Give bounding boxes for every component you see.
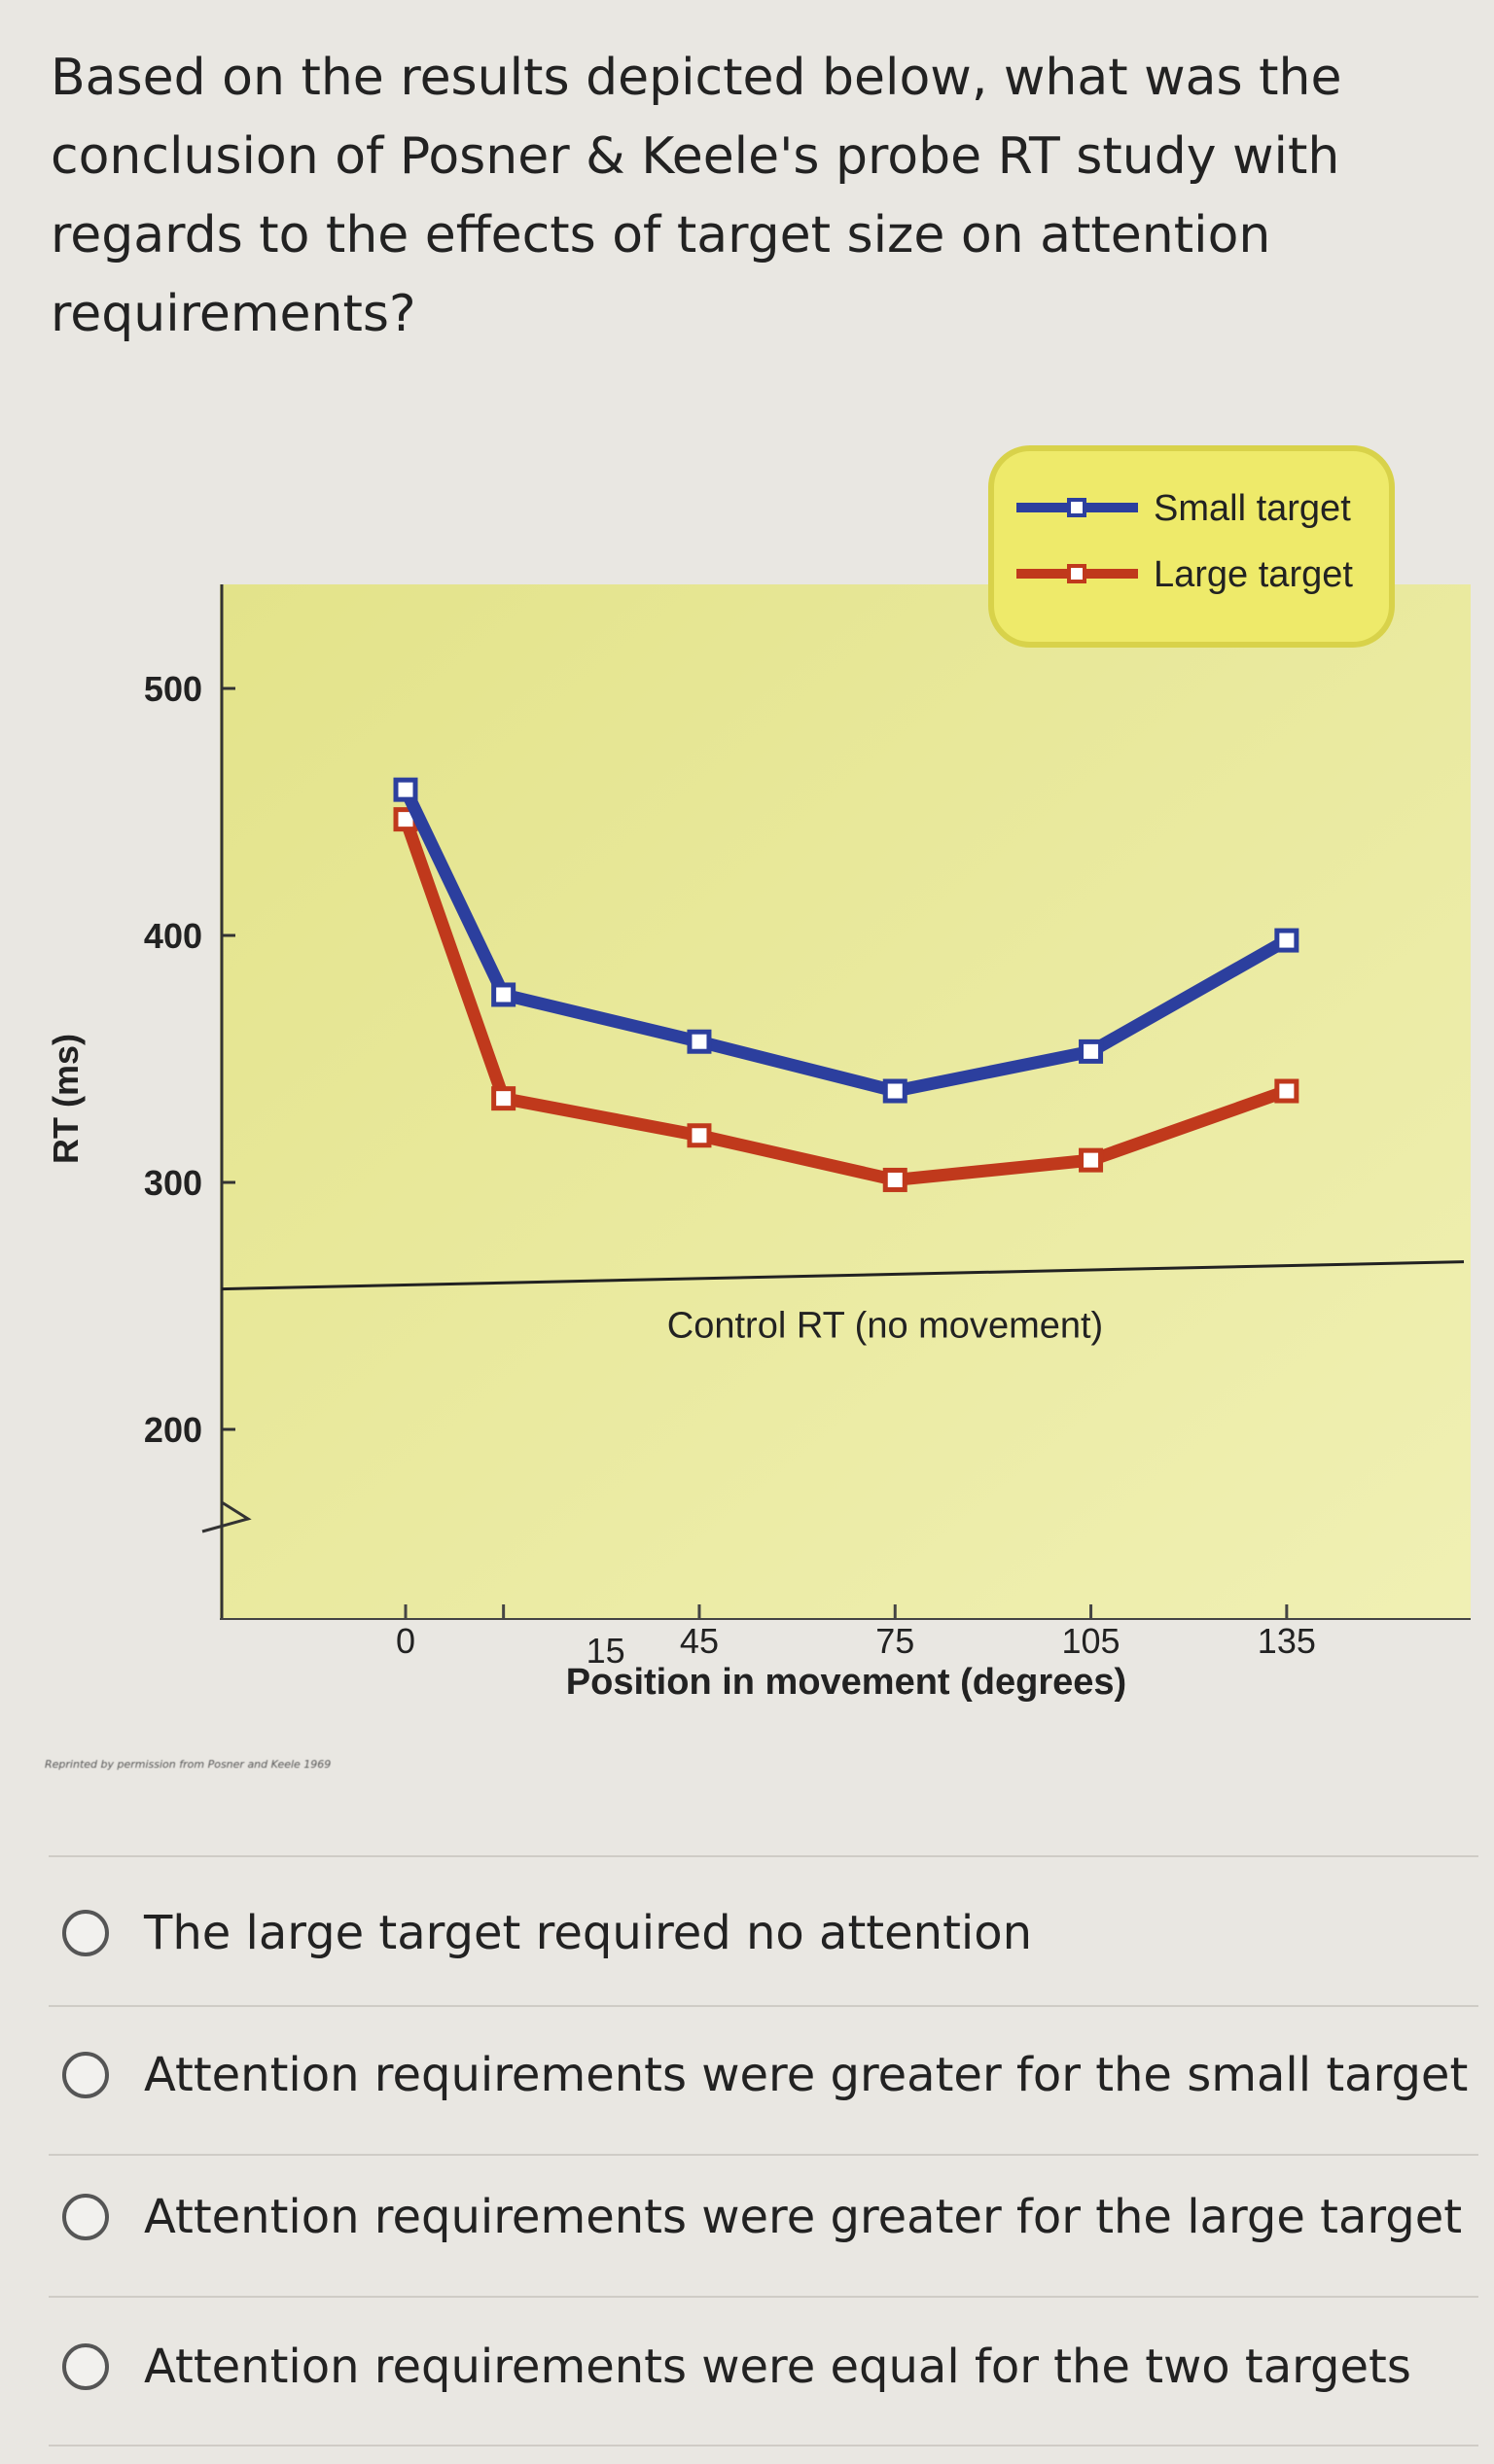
data-point: [882, 1078, 907, 1104]
legend: Small target Large target: [988, 445, 1395, 648]
x-tick-label: 15: [587, 1631, 625, 1671]
option-label: Attention requirements were equal for th…: [144, 2340, 1411, 2394]
option-label: Attention requirements were greater for …: [144, 2048, 1469, 2102]
divider: [49, 2154, 1478, 2156]
option-label: Attention requirements were greater for …: [144, 2190, 1463, 2244]
option-4[interactable]: Attention requirements were equal for th…: [62, 2340, 1411, 2394]
y-tick-label: 300: [144, 1163, 202, 1203]
legend-small-target: Small target: [1154, 488, 1351, 529]
divider: [49, 2296, 1478, 2298]
rt-chart: 200 300 400 500 0 15 45 75 105 135 Control RT (n…: [46, 445, 1471, 1703]
data-point: [687, 1029, 712, 1054]
divider: [49, 2445, 1478, 2446]
control-rt-label: Control RT (no movement): [667, 1306, 1103, 1347]
data-point: [491, 982, 516, 1007]
x-tick-label: 75: [875, 1621, 914, 1661]
option-label: The large target required no attention: [144, 1906, 1033, 1960]
option-2[interactable]: Attention requirements were greater for …: [62, 2048, 1468, 2102]
control-rt-line: [221, 1260, 1465, 1291]
x-axis-label: Position in movement (degrees): [566, 1662, 1126, 1703]
data-point: [687, 1123, 712, 1148]
radio-button[interactable]: [62, 2052, 109, 2098]
divider: [49, 2005, 1478, 2007]
x-tick-label: 105: [1062, 1621, 1120, 1661]
radio-button[interactable]: [62, 1910, 109, 1956]
data-point: [882, 1167, 907, 1192]
x-tick-label: 45: [680, 1621, 719, 1661]
radio-button[interactable]: [62, 2343, 109, 2390]
legend-large-target: Large target: [1154, 554, 1353, 595]
x-tick-label: 0: [396, 1621, 415, 1661]
option-1[interactable]: The large target required no attention: [62, 1906, 1032, 1960]
data-point: [1274, 1078, 1299, 1104]
data-point: [1079, 1147, 1104, 1173]
data-point: [491, 1086, 516, 1111]
data-point: [1079, 1038, 1104, 1064]
axis-break: [201, 1500, 252, 1533]
radio-button[interactable]: [62, 2194, 109, 2240]
option-3[interactable]: Attention requirements were greater for …: [62, 2190, 1462, 2244]
y-tick-label: 400: [144, 916, 202, 956]
x-tick-label: 135: [1258, 1621, 1316, 1661]
data-point: [1274, 928, 1299, 953]
y-tick-label: 200: [144, 1410, 202, 1450]
data-point: [393, 777, 418, 802]
y-tick-label: 500: [144, 669, 202, 709]
figure-credit: Reprinted by permission from Posner and …: [45, 1758, 332, 1771]
large-target-line: [399, 817, 1290, 1186]
y-axis-label: RT (ms): [46, 1034, 86, 1164]
question-text: Based on the results depicted below, wha…: [51, 49, 1342, 343]
small-target-line: [400, 787, 1291, 1098]
divider: [49, 1855, 1478, 1857]
